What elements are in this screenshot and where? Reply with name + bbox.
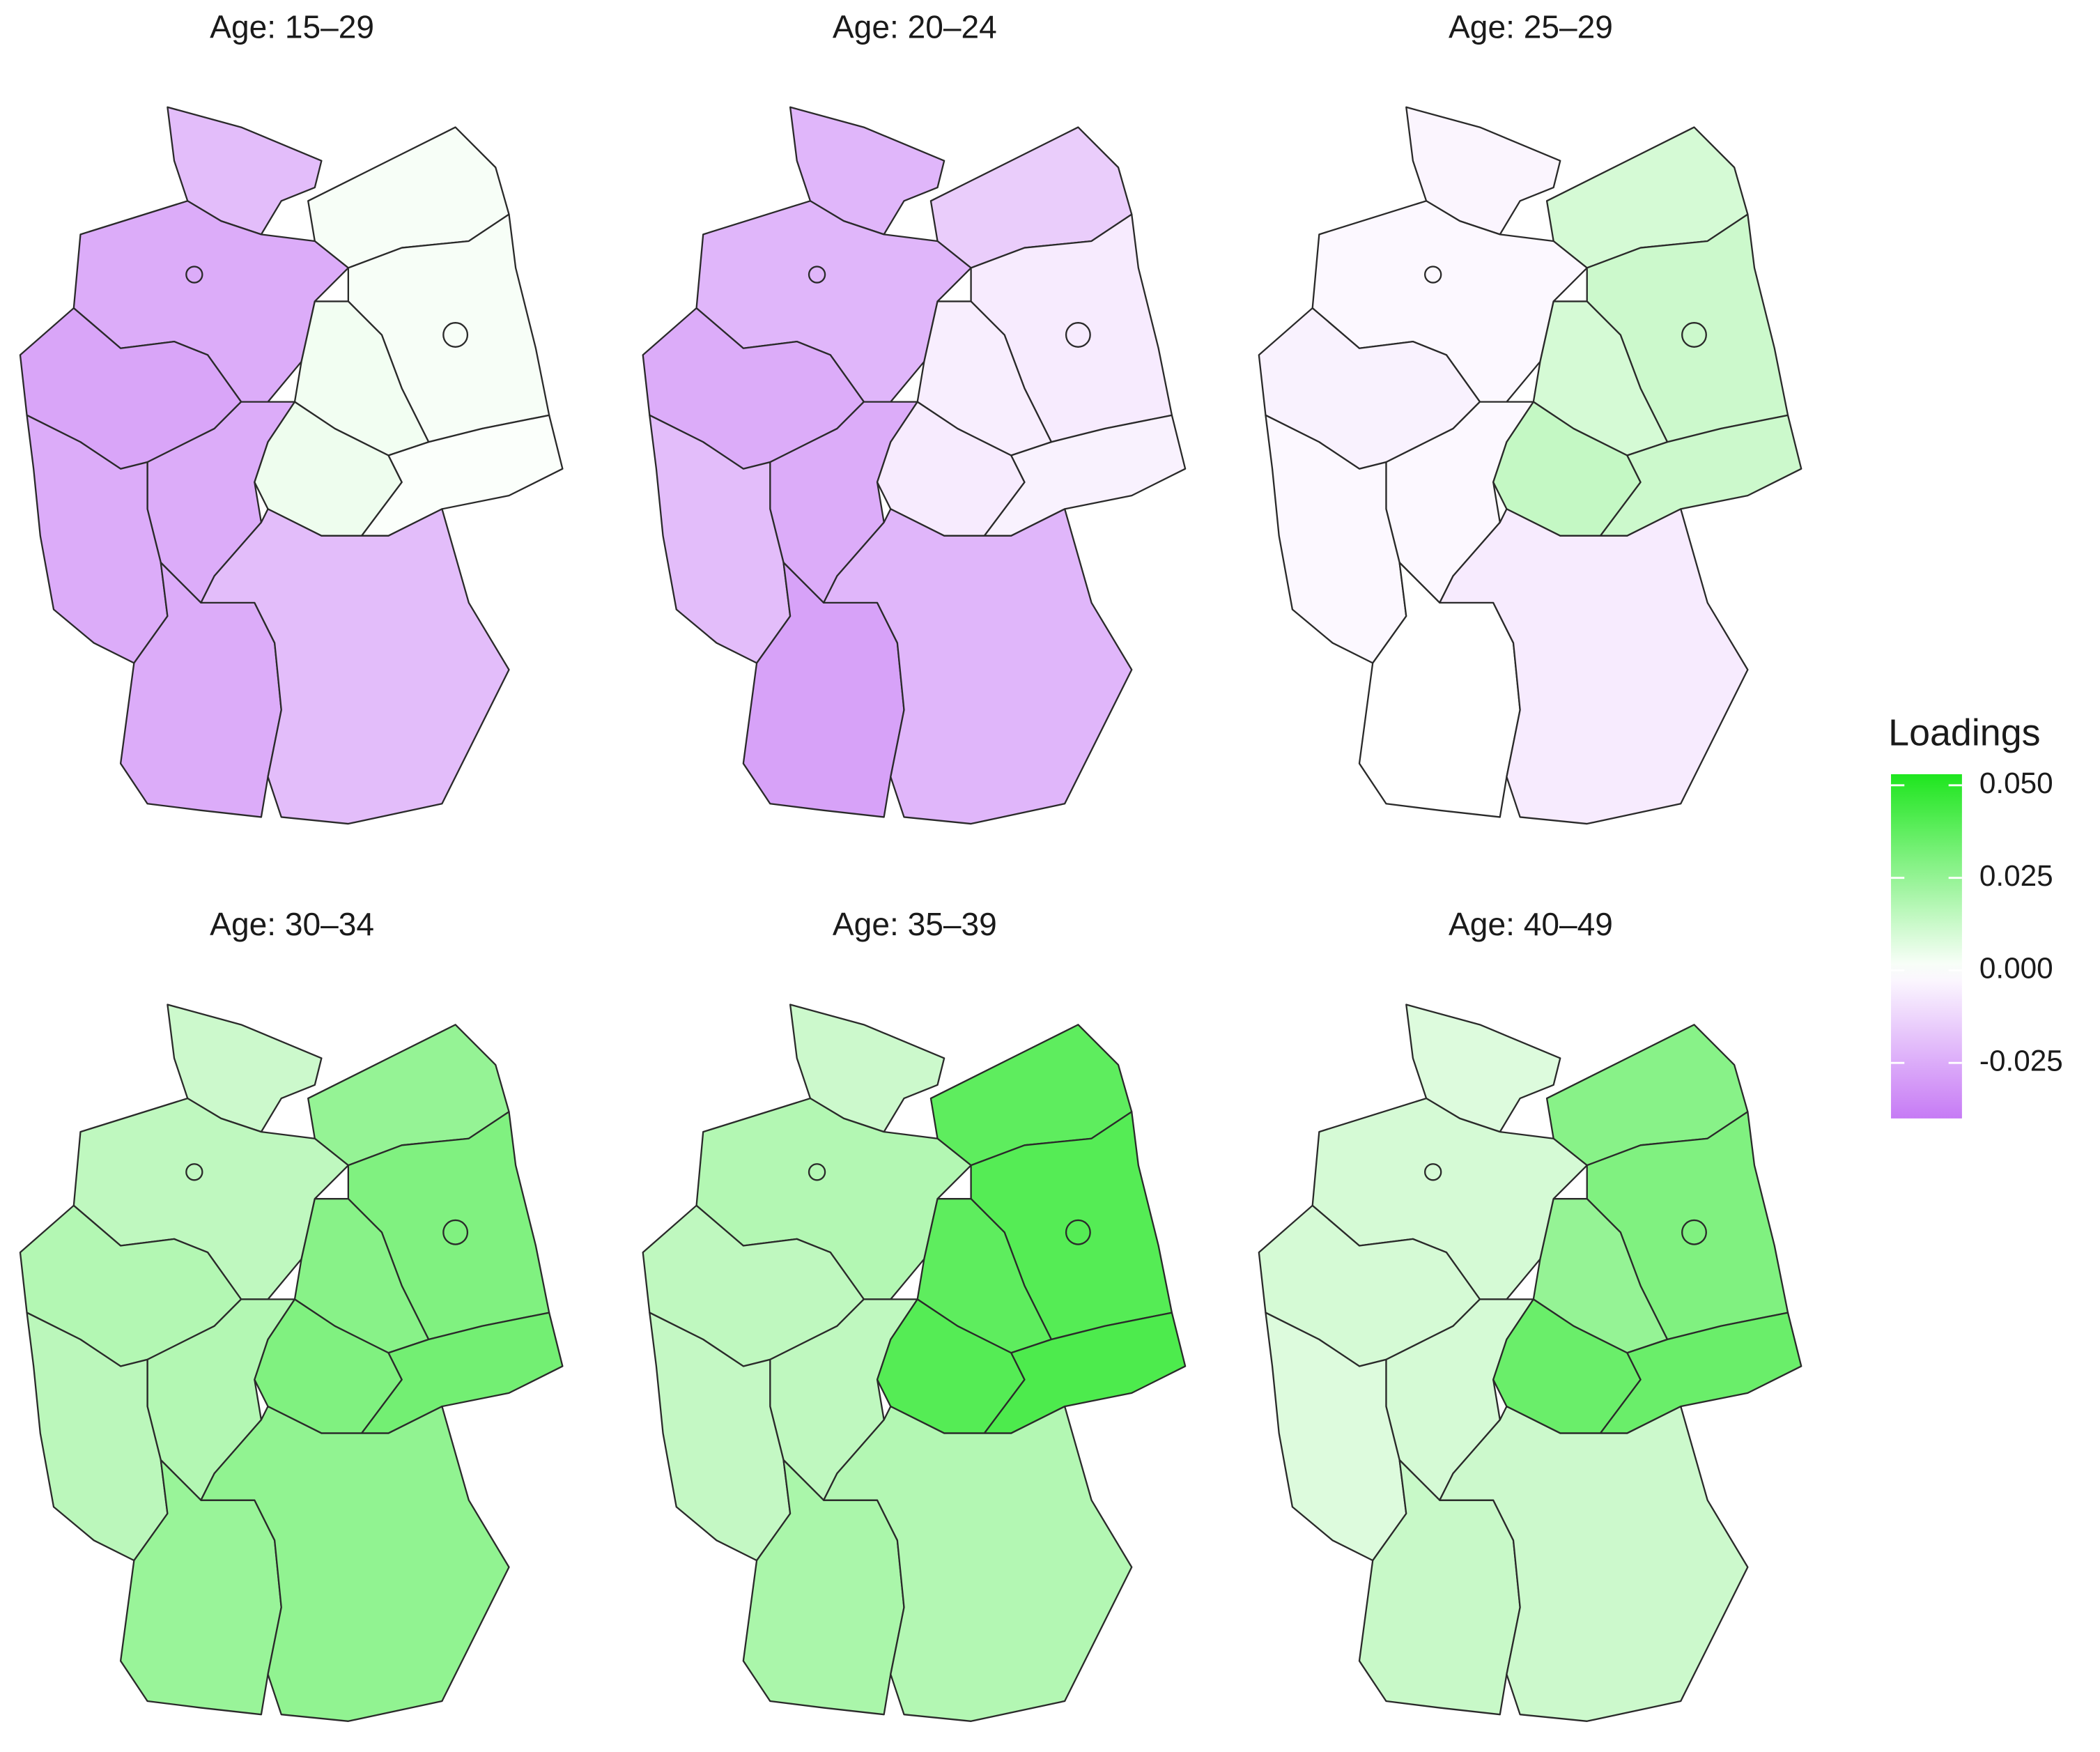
panel-title: Age: 30–34 [210, 906, 374, 942]
region [1439, 1405, 1749, 1722]
city-outline [185, 1163, 203, 1181]
region [360, 414, 564, 537]
legend-bar [1891, 774, 1962, 1119]
panel-title: Age: 20–24 [833, 8, 997, 45]
city-outline [442, 1219, 469, 1245]
region [1405, 106, 1561, 236]
map-panel: Age: 15–29 [19, 8, 564, 825]
city-outline [1065, 1219, 1091, 1245]
region [1439, 508, 1749, 825]
city-outline [442, 322, 469, 348]
legend-label: 0.050 [1979, 767, 2053, 799]
region [200, 508, 510, 825]
panel-title: Age: 35–39 [833, 906, 997, 942]
region [789, 1004, 945, 1133]
region [360, 1312, 564, 1434]
map-panel: Age: 20–24 [642, 8, 1187, 825]
city-outline [808, 266, 826, 284]
region [1599, 1312, 1802, 1434]
region [167, 106, 323, 236]
region [167, 1004, 323, 1133]
city-outline [185, 266, 203, 284]
region [823, 1405, 1133, 1722]
legend-label: 0.025 [1979, 859, 2053, 892]
region [1599, 414, 1802, 537]
panel-title: Age: 40–49 [1449, 906, 1613, 942]
panel-title: Age: 15–29 [210, 8, 374, 45]
city-outline [1424, 266, 1442, 284]
city-outline [808, 1163, 826, 1181]
region [200, 1405, 510, 1722]
city-outline [1681, 322, 1707, 348]
region [983, 414, 1187, 537]
panel-title: Age: 25–29 [1449, 8, 1613, 45]
map-panel: Age: 25–29 [1258, 8, 1802, 825]
city-outline [1681, 1219, 1707, 1245]
map-panel: Age: 35–39 [642, 906, 1187, 1722]
city-outline [1424, 1163, 1442, 1181]
map-panel: Age: 40–49 [1258, 906, 1802, 1722]
region [1405, 1004, 1561, 1133]
legend-label: 0.000 [1979, 952, 2053, 985]
legend-title: Loadings [1888, 712, 2040, 753]
map-panel: Age: 30–34 [19, 906, 564, 1722]
region [983, 1312, 1187, 1434]
legend-label: -0.025 [1979, 1044, 2063, 1077]
city-outline [1065, 322, 1091, 348]
region [823, 508, 1133, 825]
region [789, 106, 945, 236]
